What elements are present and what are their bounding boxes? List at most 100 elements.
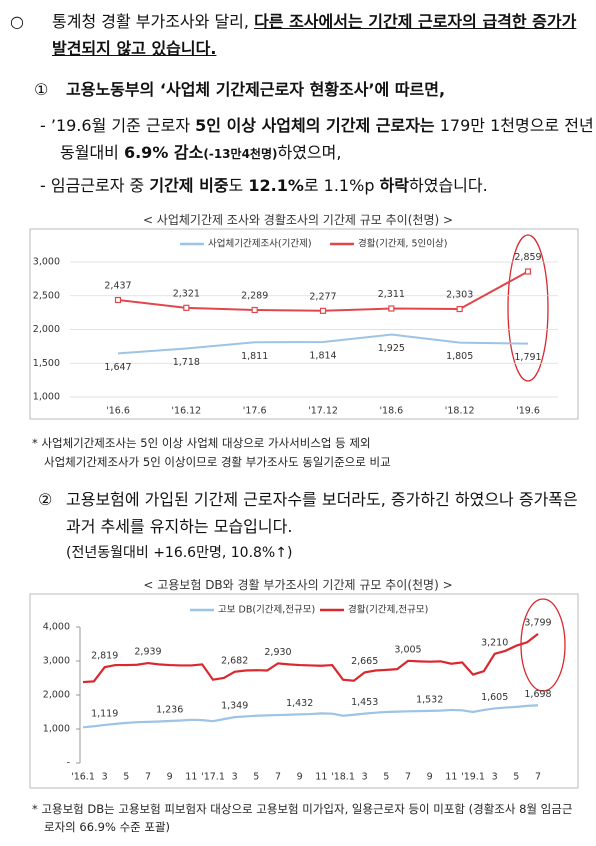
data-label: 3,005	[394, 644, 421, 655]
data-label: 2,819	[91, 651, 118, 662]
x-tick-label: '19.1	[461, 772, 485, 783]
text: 6.9% 감소	[123, 143, 204, 162]
item: - 임금근로자 중 기간제 비중도 12.1%로 1.1%p 하락하였습니다.	[40, 172, 580, 199]
section-heading: 고용보험에 가입된 기간제 근로자수를 보더라도, 증가하긴 하였으나 증가폭은…	[66, 490, 578, 536]
x-tick-label: '17.6	[243, 406, 267, 417]
x-tick-label: 9	[297, 772, 303, 783]
data-label: 1,349	[221, 701, 248, 712]
y-tick-label: 2,000	[33, 324, 60, 335]
data-label: 1,805	[446, 351, 473, 362]
text: (-13만4천명)	[203, 147, 278, 161]
x-tick-label: 5	[253, 772, 259, 783]
y-tick-label: 2,500	[33, 290, 60, 301]
y-tick-label: -	[67, 758, 70, 769]
point	[183, 304, 190, 311]
point	[456, 305, 463, 313]
x-tick-label: 11	[185, 772, 197, 783]
data-label: 2,665	[351, 656, 378, 667]
data-label: 1,811	[241, 351, 268, 362]
data-label: 1,647	[104, 362, 131, 373]
data-label: 2,303	[446, 290, 473, 301]
x-tick-label: 9	[427, 772, 433, 783]
x-tick-label: 11	[315, 772, 327, 783]
note: * 고용보험 DB는 고용보험 피보험자 대상으로 고용보험 미가입자, 일용근…	[32, 802, 573, 834]
x-tick-label: 7	[275, 772, 281, 783]
x-tick-label: '17.1	[201, 772, 225, 783]
point	[114, 296, 122, 304]
text: 하였습니다.	[409, 176, 488, 195]
data-label: 2,939	[134, 647, 161, 658]
text: 하였으며,	[277, 143, 342, 162]
data-label: 2,859	[514, 252, 541, 263]
line	[82, 704, 539, 729]
line	[117, 333, 529, 355]
x-tick-label: '18.6	[379, 406, 403, 417]
data-label: 3,210	[481, 637, 508, 648]
text: 5인 이상 사업체의 기간제 근로자는	[195, 116, 435, 135]
x-tick-label: '16.6	[106, 406, 130, 417]
data-label: 1,814	[309, 351, 336, 362]
bullet: ○	[10, 12, 24, 31]
y-tick-label: 3,000	[33, 257, 60, 268]
section-sub: (전년동월대비 +16.6만명, 10.8%↑)	[66, 545, 293, 561]
x-tick-label: 7	[535, 772, 541, 783]
x-tick-label: '16.12	[171, 406, 201, 417]
text: 하락	[379, 176, 410, 195]
data-label: 2,289	[241, 290, 268, 301]
text: - ’19.6월 기준 근로자	[40, 116, 196, 135]
data-label: 1,453	[351, 697, 378, 708]
chart: 1,000 1,500 2,000 2,500 3,000 '16.6 '16.12 '17.…	[29, 228, 579, 420]
x-tick-label: 3	[492, 772, 498, 783]
legend-label: 사업체기간제조사(기간제)	[208, 238, 312, 250]
point	[524, 268, 532, 275]
data-label: 1,119	[91, 708, 118, 719]
section-number: ②	[38, 490, 53, 509]
data-label: 3,799	[524, 617, 551, 628]
x-tick-label: '18.1	[331, 772, 355, 783]
y-tick-label: 1,000	[43, 724, 70, 735]
highlight	[507, 234, 549, 382]
data-label: 1,605	[481, 692, 508, 703]
data-label: 2,437	[104, 281, 131, 292]
point	[319, 307, 327, 314]
x-tick-label: '16.1	[71, 772, 95, 783]
y-tick-label: 1,500	[33, 358, 60, 369]
x-tick-label: 3	[362, 772, 368, 783]
data-label: 1,718	[173, 357, 200, 368]
data-label: 2,277	[309, 291, 336, 302]
x-tick-label: 9	[167, 772, 173, 783]
x-tick-label: 7	[405, 772, 411, 783]
x-tick-label: '19.6	[516, 406, 540, 417]
x-tick-label: 5	[513, 772, 519, 783]
data-label: 2,311	[378, 289, 405, 300]
x-tick-label: 5	[383, 772, 389, 783]
x-tick-label: 3	[232, 772, 238, 783]
point	[251, 306, 258, 314]
data-label: 1,925	[378, 343, 405, 354]
x-tick-label: 5	[123, 772, 129, 783]
legend-label: 경활(기간제, 5인이상)	[358, 238, 447, 250]
data-label: 1,432	[286, 698, 313, 709]
point	[388, 305, 395, 312]
text: - 임금근로자 중	[40, 176, 150, 195]
chart-title: < 사업체기간제 조사와 경활조사의 기간제 규모 추이(천명) >	[142, 213, 454, 227]
text: 179만 1천명으로 전년동월대비	[60, 116, 594, 162]
chart: - 1,000 2,000 3,000 4,000 '16.1 3 5 7 9 11 '17.1 3 5 7…	[29, 593, 579, 789]
intro-emphasis: 다른 조사에서는 기간제 근로자의 급격한 증가가 발견되지 않고 있습니다.	[52, 12, 577, 58]
legend-label: 고보 DB(기간제,전규모)	[218, 605, 315, 616]
line	[82, 632, 539, 684]
y-tick-label: 4,000	[43, 622, 70, 633]
data-label: 1,532	[416, 694, 443, 705]
text: 12.1%	[248, 176, 304, 195]
intro: 통계청 경활 부가조사와 달리, 다른 조사에서는 기간제 근로자의 급격한 증…	[52, 8, 587, 62]
data-label: 1,791	[514, 352, 541, 363]
intro-text: 통계청 경활 부가조사와 달리,	[52, 12, 255, 31]
x-tick-label: 3	[102, 772, 108, 783]
data-label: 2,321	[173, 288, 200, 299]
y-tick-label: 1,000	[33, 392, 60, 403]
y-tick-label: 2,000	[43, 690, 70, 701]
item: - ’19.6월 기준 근로자 5인 이상 사업체의 기간제 근로자는 179만…	[40, 112, 596, 168]
chart-title: < 고용보험 DB와 경활 부가조사의 기간제 규모 추이(천명) >	[143, 578, 453, 592]
data-label: 2,930	[264, 647, 291, 658]
